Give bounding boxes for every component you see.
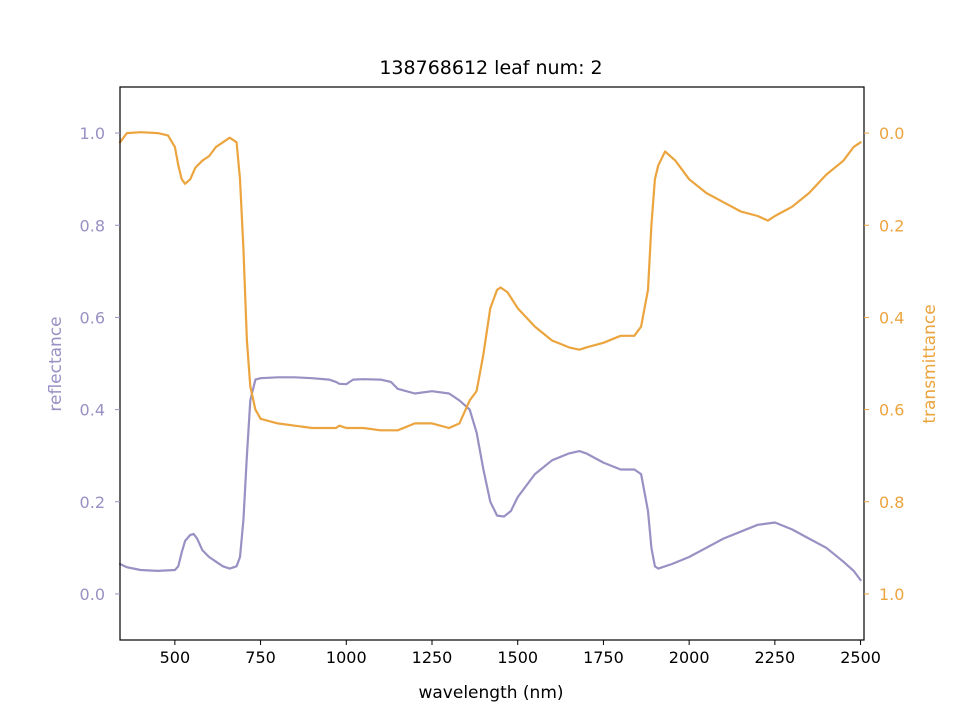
left-axis-label: reflectance	[46, 316, 66, 411]
reflectance-line	[118, 376, 862, 582]
right-tick-label: 0.8	[879, 493, 904, 512]
left-tick-label: 0.6	[80, 308, 105, 327]
left-axis-ticks: 0.0 0.2 0.4 0.6 0.8 1.0	[80, 124, 120, 604]
x-tick-label: 750	[245, 648, 276, 667]
plot-frame	[119, 86, 865, 641]
left-tick-label: 0.8	[80, 216, 105, 235]
right-tick-label: 1.0	[879, 585, 904, 604]
x-tick-label: 2250	[754, 648, 795, 667]
right-axis-ticks: 0.0 0.2 0.4 0.6 0.8 1.0	[864, 124, 904, 604]
chart-title: 138768612 leaf num: 2	[379, 57, 602, 79]
x-tick-label: 1750	[583, 648, 624, 667]
x-tick-label: 1500	[497, 648, 538, 667]
right-tick-label: 0.0	[879, 124, 904, 143]
left-tick-label: 1.0	[80, 124, 105, 143]
x-tick-label: 1250	[412, 648, 453, 667]
right-tick-label: 0.2	[879, 216, 904, 235]
left-tick-label: 0.0	[80, 585, 105, 604]
x-tick-label: 500	[160, 648, 191, 667]
right-tick-label: 0.6	[879, 401, 904, 420]
x-tick-label: 1000	[326, 648, 367, 667]
left-tick-label: 0.4	[80, 401, 105, 420]
x-axis-label: wavelength (nm)	[418, 683, 563, 703]
right-tick-label: 0.4	[879, 308, 904, 327]
left-tick-label: 0.2	[80, 493, 105, 512]
x-tick-label: 2500	[840, 648, 881, 667]
right-axis-label: transmittance	[920, 304, 940, 423]
x-axis-ticks: 500 750 1000 1250 1500 1750 2000 2250 2500	[160, 640, 881, 667]
x-tick-label: 2000	[669, 648, 710, 667]
series-layer	[118, 131, 862, 582]
transmittance-line	[118, 131, 862, 432]
